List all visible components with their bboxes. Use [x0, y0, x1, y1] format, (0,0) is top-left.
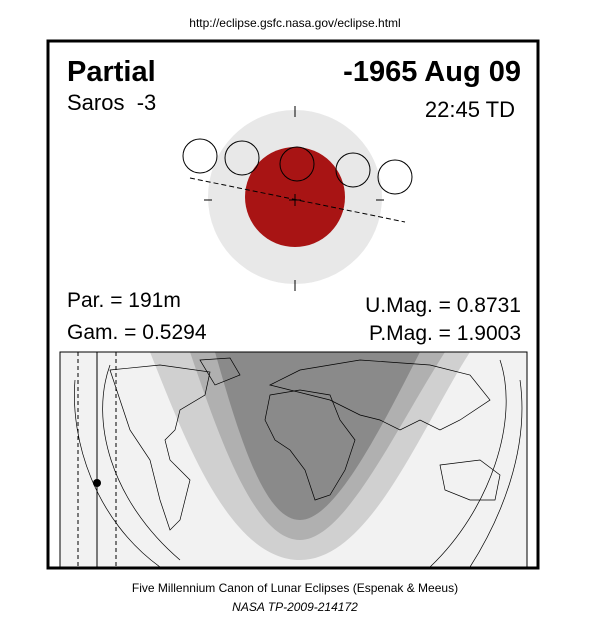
umag: U.Mag. = 0.8731	[365, 294, 521, 317]
par: Par. = 191m	[67, 289, 181, 312]
moon	[335, 152, 371, 188]
visibility-map	[59, 351, 528, 568]
footer-line2: NASA TP-2009-214172	[232, 600, 358, 614]
pmag: P.Mag. = 1.9003	[369, 322, 521, 345]
eclipse-date: -1965 Aug 09	[343, 56, 521, 88]
url: http://eclipse.gsfc.nasa.gov/eclipse.htm…	[189, 16, 400, 30]
moon	[224, 140, 260, 176]
saros: Saros -3	[67, 90, 156, 115]
australia	[439, 459, 501, 501]
footer-line1: Five Millennium Canon of Lunar Eclipses …	[132, 581, 458, 595]
shadow-diagram	[182, 106, 413, 291]
gam: Gam. = 0.5294	[67, 321, 207, 344]
greatest-eclipse	[93, 479, 101, 487]
time: 22:45 TD	[425, 97, 515, 122]
moon	[377, 159, 413, 195]
eclipse-type: Partial	[67, 56, 156, 88]
umbral-zone	[215, 352, 420, 520]
eurasia	[268, 359, 491, 431]
moon	[279, 146, 315, 182]
africa	[264, 389, 356, 501]
moon	[182, 138, 218, 174]
greenland	[199, 357, 241, 386]
americas	[109, 364, 211, 531]
map-border	[59, 351, 528, 568]
moon-path	[189, 177, 406, 223]
